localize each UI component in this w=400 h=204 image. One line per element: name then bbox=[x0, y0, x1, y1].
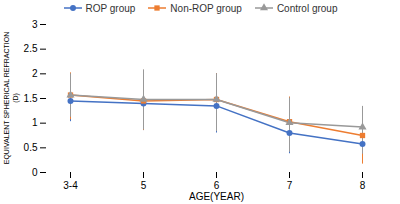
svg-text:3-4: 3-4 bbox=[63, 180, 78, 191]
svg-text:7: 7 bbox=[287, 180, 293, 191]
svg-text:3: 3 bbox=[32, 19, 38, 30]
svg-text:EQUIVALENT SPHERICAL REFRACTIO: EQUIVALENT SPHERICAL REFRACTION(D) bbox=[3, 32, 20, 165]
svg-text:2: 2 bbox=[32, 68, 38, 79]
svg-text:2.5: 2.5 bbox=[24, 43, 38, 54]
html-text:ROP group: ROP group bbox=[85, 2, 136, 14]
svg-text:0: 0 bbox=[32, 167, 38, 178]
html-text:Control group: Control group bbox=[276, 2, 338, 14]
svg-text:6: 6 bbox=[214, 180, 220, 191]
html-text:Non-ROP group: Non-ROP group bbox=[170, 2, 242, 14]
svg-text:0.5: 0.5 bbox=[24, 142, 38, 153]
svg-text:1: 1 bbox=[32, 117, 38, 128]
svg-text:1.5: 1.5 bbox=[24, 93, 38, 104]
svg-text:8: 8 bbox=[360, 180, 366, 191]
svg-text:5: 5 bbox=[141, 180, 147, 191]
svg-text:AGE(YEAR): AGE(YEAR) bbox=[189, 191, 244, 202]
